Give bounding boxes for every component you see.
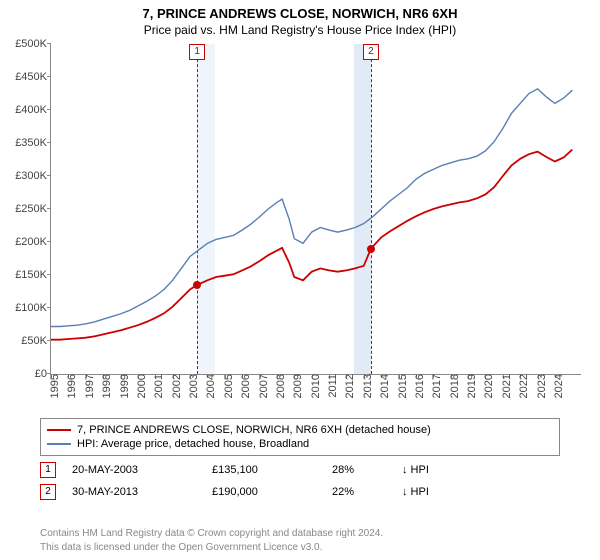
x-axis-tick-label: 2024 xyxy=(551,374,565,398)
legend-label: HPI: Average price, detached house, Broa… xyxy=(77,438,309,450)
x-axis-tick-label: 2004 xyxy=(203,374,217,398)
sale-record-row: 2 30-MAY-2013£190,00022%↓ HPI xyxy=(40,484,560,500)
x-axis-tick-label: 2011 xyxy=(325,374,339,398)
y-axis-tick-label: £300K xyxy=(15,170,51,182)
x-axis-tick-label: 2021 xyxy=(499,374,513,398)
sale-marker: 2 xyxy=(40,484,56,500)
legend-swatch xyxy=(47,443,71,445)
x-axis-tick-label: 2022 xyxy=(516,374,530,398)
x-axis-tick-label: 2020 xyxy=(481,374,495,398)
sale-record-row: 1 20-MAY-2003£135,10028%↓ HPI xyxy=(40,462,560,478)
x-axis-tick-label: 2008 xyxy=(273,374,287,398)
chart-plot-area: 12 £0£50K£100K£150K£200K£250K£300K£350K£… xyxy=(50,44,581,375)
y-axis-tick-label: £500K xyxy=(15,38,51,50)
sale-hpi-direction: ↓ HPI xyxy=(402,486,429,498)
sale-price: £135,100 xyxy=(212,464,332,476)
sale-date: 30-MAY-2013 xyxy=(72,486,212,498)
x-axis-tick-label: 2009 xyxy=(290,374,304,398)
legend-item: HPI: Average price, detached house, Broa… xyxy=(47,437,553,451)
y-axis-tick-label: £400K xyxy=(15,104,51,116)
y-axis-tick-label: £150K xyxy=(15,269,51,281)
x-axis-tick-label: 2003 xyxy=(186,374,200,398)
x-axis-tick-label: 2015 xyxy=(395,374,409,398)
legend-swatch xyxy=(47,429,71,431)
x-axis-tick-label: 2013 xyxy=(360,374,374,398)
chart-subtitle: Price paid vs. HM Land Registry's House … xyxy=(0,21,600,41)
x-axis-tick-label: 2007 xyxy=(256,374,270,398)
x-axis-tick-label: 2016 xyxy=(412,374,426,398)
y-axis-tick-label: £100K xyxy=(15,302,51,314)
x-axis-tick-label: 1997 xyxy=(82,374,96,398)
x-axis-tick-label: 2001 xyxy=(151,374,165,398)
footer-line-1: Contains HM Land Registry data © Crown c… xyxy=(40,527,383,541)
chart-title: 7, PRINCE ANDREWS CLOSE, NORWICH, NR6 6X… xyxy=(0,0,600,21)
chart-series-hpi xyxy=(51,89,572,327)
footer-attribution: Contains HM Land Registry data © Crown c… xyxy=(40,527,383,554)
legend-item: 7, PRINCE ANDREWS CLOSE, NORWICH, NR6 6X… xyxy=(47,423,553,437)
x-axis-tick-label: 2002 xyxy=(169,374,183,398)
sale-hpi-direction: ↓ HPI xyxy=(402,464,429,476)
x-axis-tick-label: 2017 xyxy=(429,374,443,398)
y-axis-tick-label: £450K xyxy=(15,71,51,83)
sale-pct: 22% xyxy=(332,486,402,498)
x-axis-tick-label: 1995 xyxy=(47,374,61,398)
x-axis-tick-label: 2005 xyxy=(221,374,235,398)
y-axis-tick-label: £200K xyxy=(15,236,51,248)
sale-marker: 1 xyxy=(40,462,56,478)
y-axis-tick-label: £50K xyxy=(21,335,51,347)
x-axis-tick-label: 2019 xyxy=(464,374,478,398)
sale-date: 20-MAY-2003 xyxy=(72,464,212,476)
y-axis-tick-label: £250K xyxy=(15,203,51,215)
x-axis-tick-label: 2018 xyxy=(447,374,461,398)
x-axis-tick-label: 2006 xyxy=(238,374,252,398)
x-axis-tick-label: 2000 xyxy=(134,374,148,398)
x-axis-tick-label: 2012 xyxy=(342,374,356,398)
x-axis-tick-label: 2010 xyxy=(308,374,322,398)
legend-label: 7, PRINCE ANDREWS CLOSE, NORWICH, NR6 6X… xyxy=(77,424,431,436)
x-axis-tick-label: 2014 xyxy=(377,374,391,398)
x-axis-tick-label: 2023 xyxy=(534,374,548,398)
legend: 7, PRINCE ANDREWS CLOSE, NORWICH, NR6 6X… xyxy=(40,418,560,456)
sale-pct: 28% xyxy=(332,464,402,476)
sale-price: £190,000 xyxy=(212,486,332,498)
x-axis-tick-label: 1998 xyxy=(99,374,113,398)
x-axis-tick-label: 1996 xyxy=(64,374,78,398)
footer-line-2: This data is licensed under the Open Gov… xyxy=(40,541,383,555)
y-axis-tick-label: £350K xyxy=(15,137,51,149)
x-axis-tick-label: 1999 xyxy=(117,374,131,398)
